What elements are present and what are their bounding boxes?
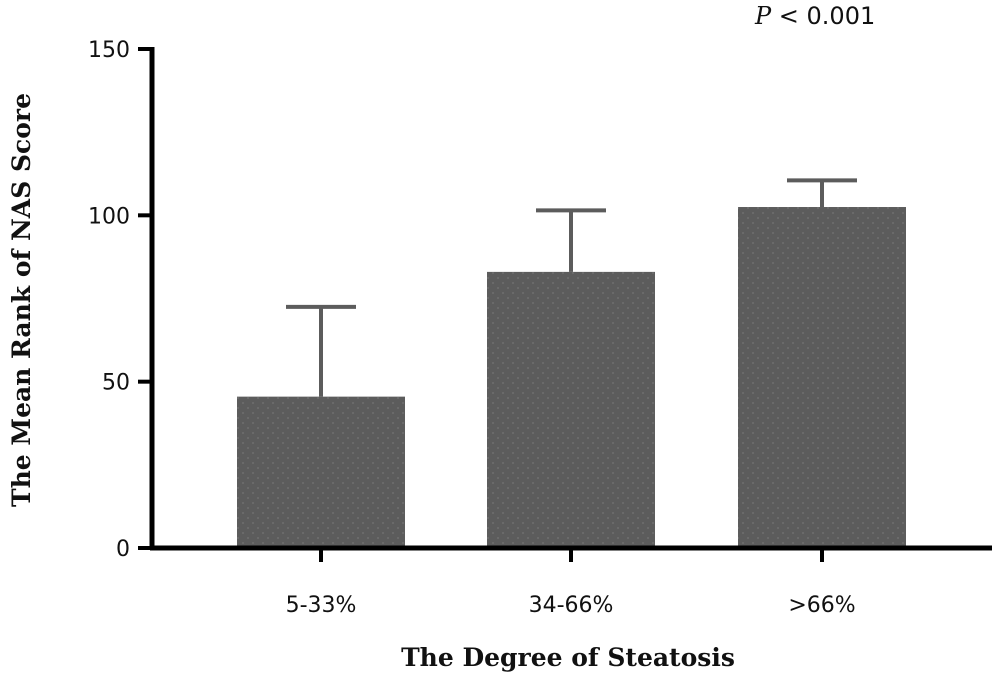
bar-5-33% <box>237 396 405 548</box>
x-tick-label: 34-66% <box>529 593 614 618</box>
bar->66% <box>738 207 906 548</box>
y-tick-label: 50 <box>102 371 130 396</box>
x-axis-title: The Degree of Steatosis <box>401 643 735 672</box>
axes-layer <box>138 47 992 562</box>
p-value-annotation: P < 0.001 <box>754 2 875 30</box>
y-axis-title: The Mean Rank of NAS Score <box>7 93 36 507</box>
y-tick-label: 150 <box>88 38 130 63</box>
p-value-text: < 0.001 <box>771 2 875 30</box>
x-tick-label: >66% <box>788 593 855 618</box>
bars-layer <box>237 178 906 548</box>
labels-layer: 5-33% 34-66% >66% 0 50 100 150 <box>88 38 856 618</box>
x-tick-label: 5-33% <box>286 593 357 618</box>
y-tick-label: 100 <box>88 204 130 229</box>
bar-34-66% <box>487 271 655 548</box>
y-tick-label: 0 <box>116 537 130 562</box>
p-value-symbol: P <box>754 2 772 30</box>
